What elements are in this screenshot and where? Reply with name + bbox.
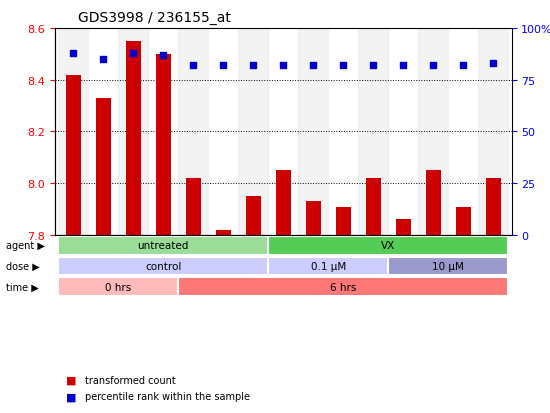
- Point: [249, 63, 257, 69]
- Text: VX: VX: [381, 241, 395, 251]
- Bar: [186, 179, 201, 235]
- Bar: [65, 76, 80, 235]
- Bar: [125, 42, 141, 235]
- Point: [279, 63, 288, 69]
- Text: 10 μM: 10 μM: [432, 261, 464, 271]
- Text: 0.1 μM: 0.1 μM: [311, 261, 346, 271]
- Bar: [366, 179, 381, 235]
- FancyBboxPatch shape: [58, 236, 268, 255]
- Bar: [456, 207, 471, 235]
- Point: [399, 63, 408, 69]
- Bar: [156, 55, 170, 235]
- FancyBboxPatch shape: [268, 257, 388, 276]
- Point: [189, 63, 197, 69]
- Bar: [306, 202, 321, 235]
- Bar: [359, 29, 388, 235]
- Text: percentile rank within the sample: percentile rank within the sample: [85, 392, 250, 401]
- Text: 0 hrs: 0 hrs: [105, 282, 131, 292]
- Bar: [276, 171, 291, 235]
- Bar: [396, 220, 411, 235]
- Point: [489, 61, 498, 67]
- Text: transformed count: transformed count: [85, 375, 176, 385]
- Bar: [246, 197, 261, 235]
- Text: untreated: untreated: [138, 241, 189, 251]
- Text: dose ▶: dose ▶: [6, 261, 39, 271]
- Point: [69, 50, 78, 57]
- Point: [98, 57, 107, 63]
- Bar: [238, 29, 268, 235]
- Point: [369, 63, 378, 69]
- Point: [219, 63, 228, 69]
- Bar: [118, 29, 148, 235]
- Text: control: control: [145, 261, 182, 271]
- Point: [129, 50, 138, 57]
- Text: ■: ■: [66, 375, 76, 385]
- Text: ■: ■: [66, 392, 76, 401]
- Bar: [486, 179, 501, 235]
- FancyBboxPatch shape: [58, 278, 178, 297]
- Text: GDS3998 / 236155_at: GDS3998 / 236155_at: [78, 11, 230, 25]
- FancyBboxPatch shape: [178, 278, 509, 297]
- Bar: [336, 207, 351, 235]
- Bar: [419, 29, 448, 235]
- FancyBboxPatch shape: [58, 257, 268, 276]
- Bar: [426, 171, 441, 235]
- FancyBboxPatch shape: [388, 257, 509, 276]
- Bar: [478, 29, 509, 235]
- Point: [159, 52, 168, 59]
- Point: [339, 63, 348, 69]
- Text: agent ▶: agent ▶: [6, 241, 45, 251]
- Bar: [216, 230, 230, 235]
- Bar: [96, 99, 111, 235]
- Text: time ▶: time ▶: [6, 282, 38, 292]
- Point: [429, 63, 438, 69]
- Point: [309, 63, 318, 69]
- Text: 6 hrs: 6 hrs: [330, 282, 356, 292]
- Bar: [298, 29, 328, 235]
- Bar: [58, 29, 88, 235]
- Point: [459, 63, 468, 69]
- FancyBboxPatch shape: [268, 236, 509, 255]
- Bar: [178, 29, 208, 235]
